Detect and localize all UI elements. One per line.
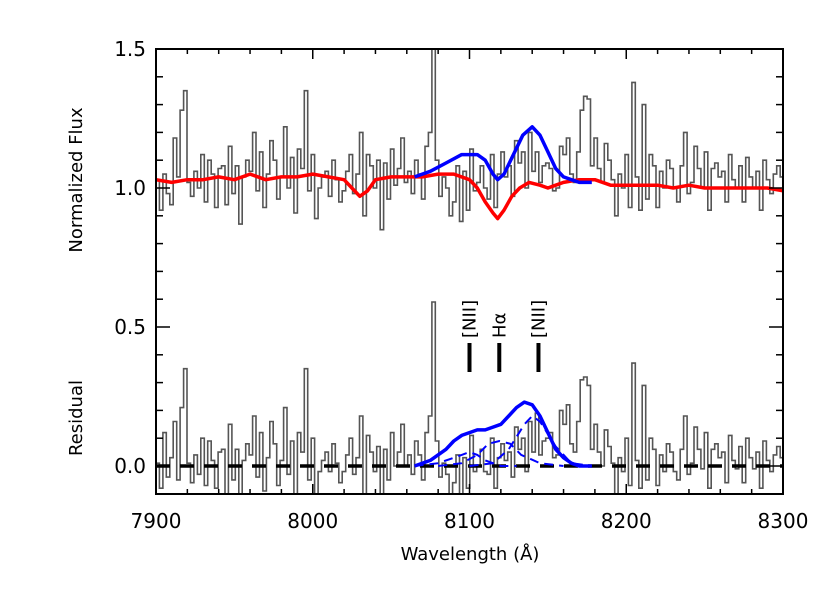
x-axis-title: Wavelength (Å): [401, 543, 540, 565]
y-axis-title-residual: Residual: [66, 380, 87, 456]
x-tick-label: 8000: [287, 509, 338, 533]
axis-ticks: [155, 48, 784, 494]
observed-spectrum-line: [156, 49, 783, 231]
plot-area: [156, 49, 783, 494]
y-tick-label: 0.0: [114, 454, 146, 478]
y-tick-label: 1.0: [114, 176, 146, 200]
emission-line-markers: [NII] Hα [NII]: [460, 300, 549, 372]
line-marker-label: [NII]: [528, 300, 549, 338]
y-axis-title-normalized-flux: Normalized Flux: [66, 107, 87, 253]
continuum-model-line: [156, 172, 783, 221]
x-tick-label: 7900: [131, 509, 182, 533]
axis-labels: 7900 8000 8100 8200 8300 0.0 0.5 1.0 1.5: [114, 37, 808, 533]
residual-emission-fit-total-line: [414, 400, 592, 468]
x-tick-label: 8200: [601, 509, 652, 533]
y-tick-label: 1.5: [114, 37, 146, 61]
residual-spectrum-line: [156, 301, 783, 494]
emission-fit-total-plus-continuum-line: [414, 125, 592, 185]
plot-frame: [155, 48, 784, 495]
residual-component-Halpha-line: [438, 439, 564, 467]
x-tick-label: 8100: [444, 509, 495, 533]
line-marker-label: Hα: [489, 313, 510, 338]
line-marker-label: [NII]: [460, 300, 481, 338]
y-tick-label: 0.5: [114, 315, 146, 339]
x-tick-label: 8300: [758, 509, 809, 533]
